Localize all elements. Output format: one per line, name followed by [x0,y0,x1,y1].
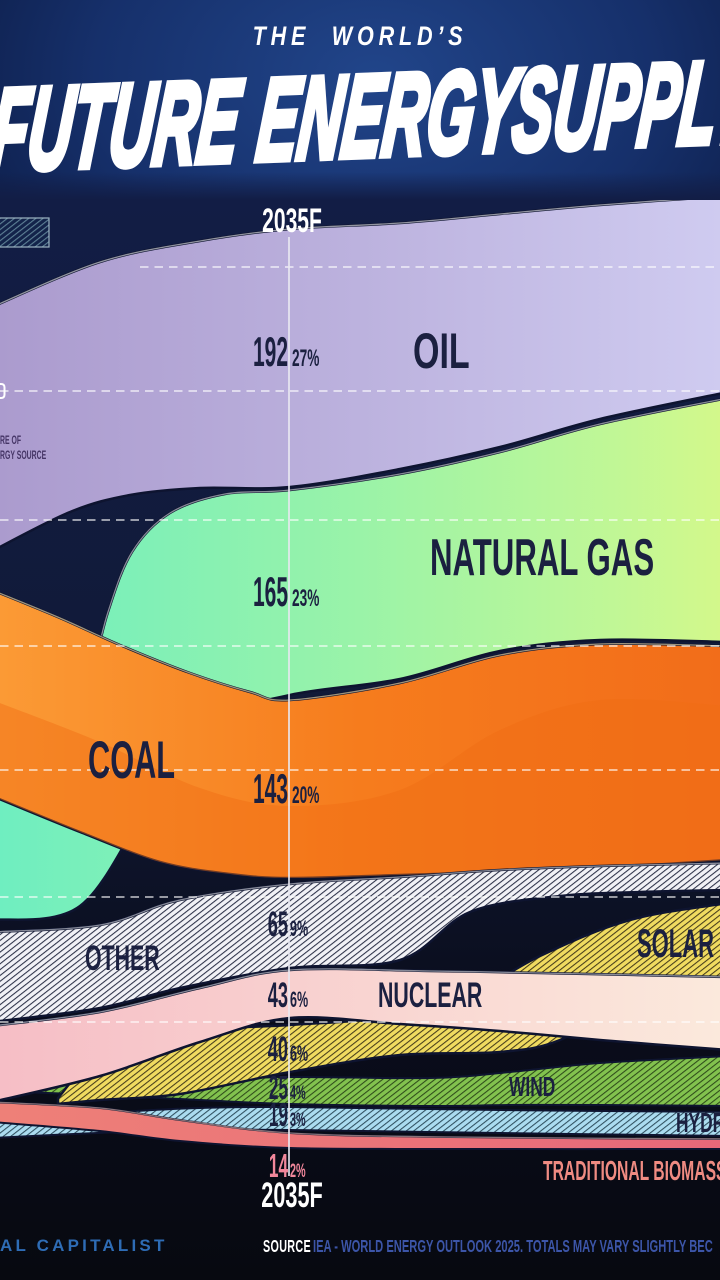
svg-text:IEA - WORLD ENERGY OUTLOOK 202: IEA - WORLD ENERGY OUTLOOK 2025. TOTALS … [313,1236,713,1256]
svg-text:OTHER: OTHER [85,940,160,979]
svg-text:165: 165 [253,569,288,616]
svg-text:AL CAPITALIST: AL CAPITALIST [0,1236,168,1255]
svg-text:TRADITIONAL BIOMASS: TRADITIONAL BIOMASS [543,1154,720,1186]
svg-text:COAL: COAL [88,732,175,791]
svg-text:27%: 27% [292,345,319,372]
svg-text:6%: 6% [290,987,308,1012]
svg-text:2035F: 2035F [261,1177,323,1215]
svg-text:NATURAL GAS: NATURAL GAS [430,529,654,587]
svg-text:OIL: OIL [413,324,470,380]
svg-text:23%: 23% [292,585,319,612]
svg-text:40: 40 [268,1030,288,1069]
svg-text:20%: 20% [292,782,319,809]
svg-text:RGY SOURCE: RGY SOURCE [0,449,46,462]
svg-text:14: 14 [269,1147,288,1185]
svg-text:192: 192 [253,329,288,376]
svg-text:2035F: 2035F [262,201,322,239]
svg-text:NUCLEAR: NUCLEAR [378,977,482,1016]
svg-text:2%: 2% [290,1161,306,1182]
svg-text:25: 25 [269,1069,288,1107]
svg-text:6%: 6% [290,1041,308,1066]
svg-text:SOLAR: SOLAR [637,921,714,966]
svg-text:19: 19 [269,1096,288,1134]
svg-text:4%: 4% [290,1083,306,1104]
svg-text:WIND: WIND [509,1071,555,1102]
svg-text:SOURCE: SOURCE [263,1237,311,1256]
svg-text:HYDRO: HYDRO [676,1107,720,1138]
svg-text:RE OF: RE OF [0,434,21,447]
svg-text:43: 43 [268,976,288,1015]
svg-text:3%: 3% [290,1110,306,1131]
svg-text:143: 143 [253,766,288,813]
svg-text:65: 65 [268,905,288,944]
svg-text:9%: 9% [290,916,308,941]
